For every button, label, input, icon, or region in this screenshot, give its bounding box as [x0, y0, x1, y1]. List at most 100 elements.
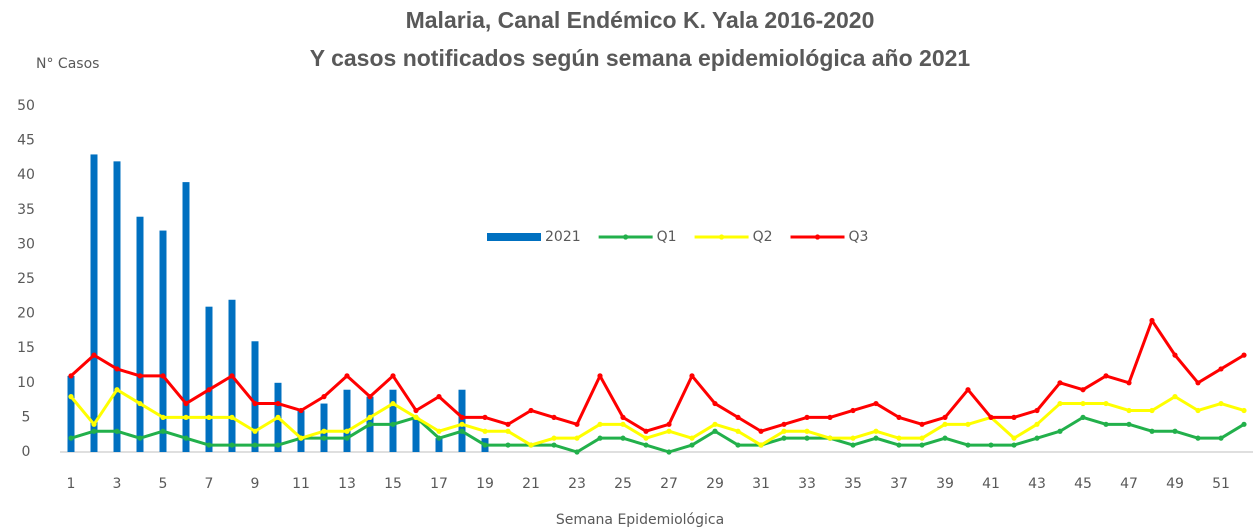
- legend-marker: [718, 234, 725, 240]
- bar: [389, 389, 397, 452]
- bar: [205, 306, 213, 452]
- point: [919, 435, 925, 441]
- point: [1172, 428, 1178, 434]
- point: [574, 435, 580, 441]
- point: [1149, 428, 1155, 434]
- point: [620, 435, 626, 441]
- point: [597, 373, 603, 379]
- point: [873, 400, 879, 407]
- point: [390, 400, 396, 407]
- point: [482, 428, 488, 434]
- point: [1126, 421, 1132, 427]
- point: [758, 442, 764, 448]
- point: [275, 400, 281, 407]
- x-tick-label: 29: [706, 476, 724, 492]
- point: [551, 442, 557, 448]
- x-tick-label: 11: [292, 476, 310, 492]
- point: [206, 387, 212, 393]
- point: [643, 442, 649, 448]
- point: [689, 373, 695, 379]
- legend-swatch: [487, 233, 541, 241]
- point: [413, 407, 419, 414]
- point: [804, 428, 810, 434]
- point: [896, 435, 902, 441]
- point: [275, 414, 281, 420]
- point: [1080, 414, 1086, 420]
- bar: [412, 417, 420, 452]
- y-tick-label: 45: [17, 133, 35, 149]
- point: [942, 435, 948, 441]
- point: [459, 414, 465, 420]
- chart-subtitle: Y casos notificados según semana epidemi…: [310, 45, 971, 71]
- point: [321, 428, 327, 434]
- point: [1034, 435, 1040, 441]
- point: [91, 428, 97, 434]
- point: [482, 414, 488, 420]
- line: [70, 415, 1245, 454]
- point: [666, 449, 672, 455]
- point: [1218, 366, 1224, 372]
- point: [850, 442, 856, 448]
- legend-label: 2021: [545, 229, 581, 245]
- point: [1149, 317, 1155, 324]
- point: [91, 421, 97, 427]
- legend-marker: [814, 234, 821, 240]
- point: [183, 400, 189, 407]
- point: [229, 373, 235, 379]
- point: [160, 373, 166, 379]
- point: [827, 414, 833, 420]
- y-tick-label: 40: [17, 167, 35, 183]
- point: [620, 414, 626, 420]
- x-tick-label: 47: [1120, 476, 1138, 492]
- point: [1034, 407, 1040, 414]
- legend-label: Q2: [753, 229, 773, 245]
- point: [252, 428, 258, 434]
- point: [597, 421, 603, 427]
- point: [252, 442, 258, 448]
- x-tick-label: 41: [982, 476, 1000, 492]
- point: [1034, 421, 1040, 427]
- point: [114, 387, 120, 393]
- point: [528, 407, 534, 414]
- point: [68, 435, 74, 441]
- point: [689, 442, 695, 448]
- x-tick-label: 23: [568, 476, 586, 492]
- point: [1172, 394, 1178, 400]
- point: [528, 442, 534, 448]
- x-tick-label: 39: [936, 476, 954, 492]
- point: [367, 414, 373, 420]
- point: [896, 442, 902, 448]
- point: [459, 421, 465, 427]
- point: [160, 428, 166, 434]
- point: [436, 394, 442, 400]
- point: [1103, 373, 1109, 379]
- point: [367, 421, 373, 427]
- point: [183, 414, 189, 420]
- point: [1195, 435, 1201, 441]
- x-tick-label: 3: [113, 476, 122, 492]
- point: [344, 435, 350, 441]
- bar: [90, 154, 98, 452]
- point: [735, 442, 741, 448]
- point: [436, 428, 442, 434]
- point: [827, 435, 833, 441]
- point: [1057, 380, 1063, 386]
- point: [804, 435, 810, 441]
- bar: [297, 410, 305, 452]
- y-tick-label: 5: [22, 409, 31, 425]
- point: [1011, 435, 1017, 441]
- point: [666, 428, 672, 434]
- point: [804, 414, 810, 420]
- y-tick-label: 0: [22, 444, 31, 460]
- point: [1241, 407, 1247, 414]
- point: [942, 414, 948, 420]
- point: [1172, 352, 1178, 358]
- point: [459, 428, 465, 434]
- point: [1103, 400, 1109, 407]
- point: [643, 428, 649, 434]
- point: [896, 414, 902, 420]
- point: [298, 407, 304, 414]
- point: [413, 414, 419, 420]
- point: [965, 421, 971, 427]
- x-tick-label: 13: [338, 476, 356, 492]
